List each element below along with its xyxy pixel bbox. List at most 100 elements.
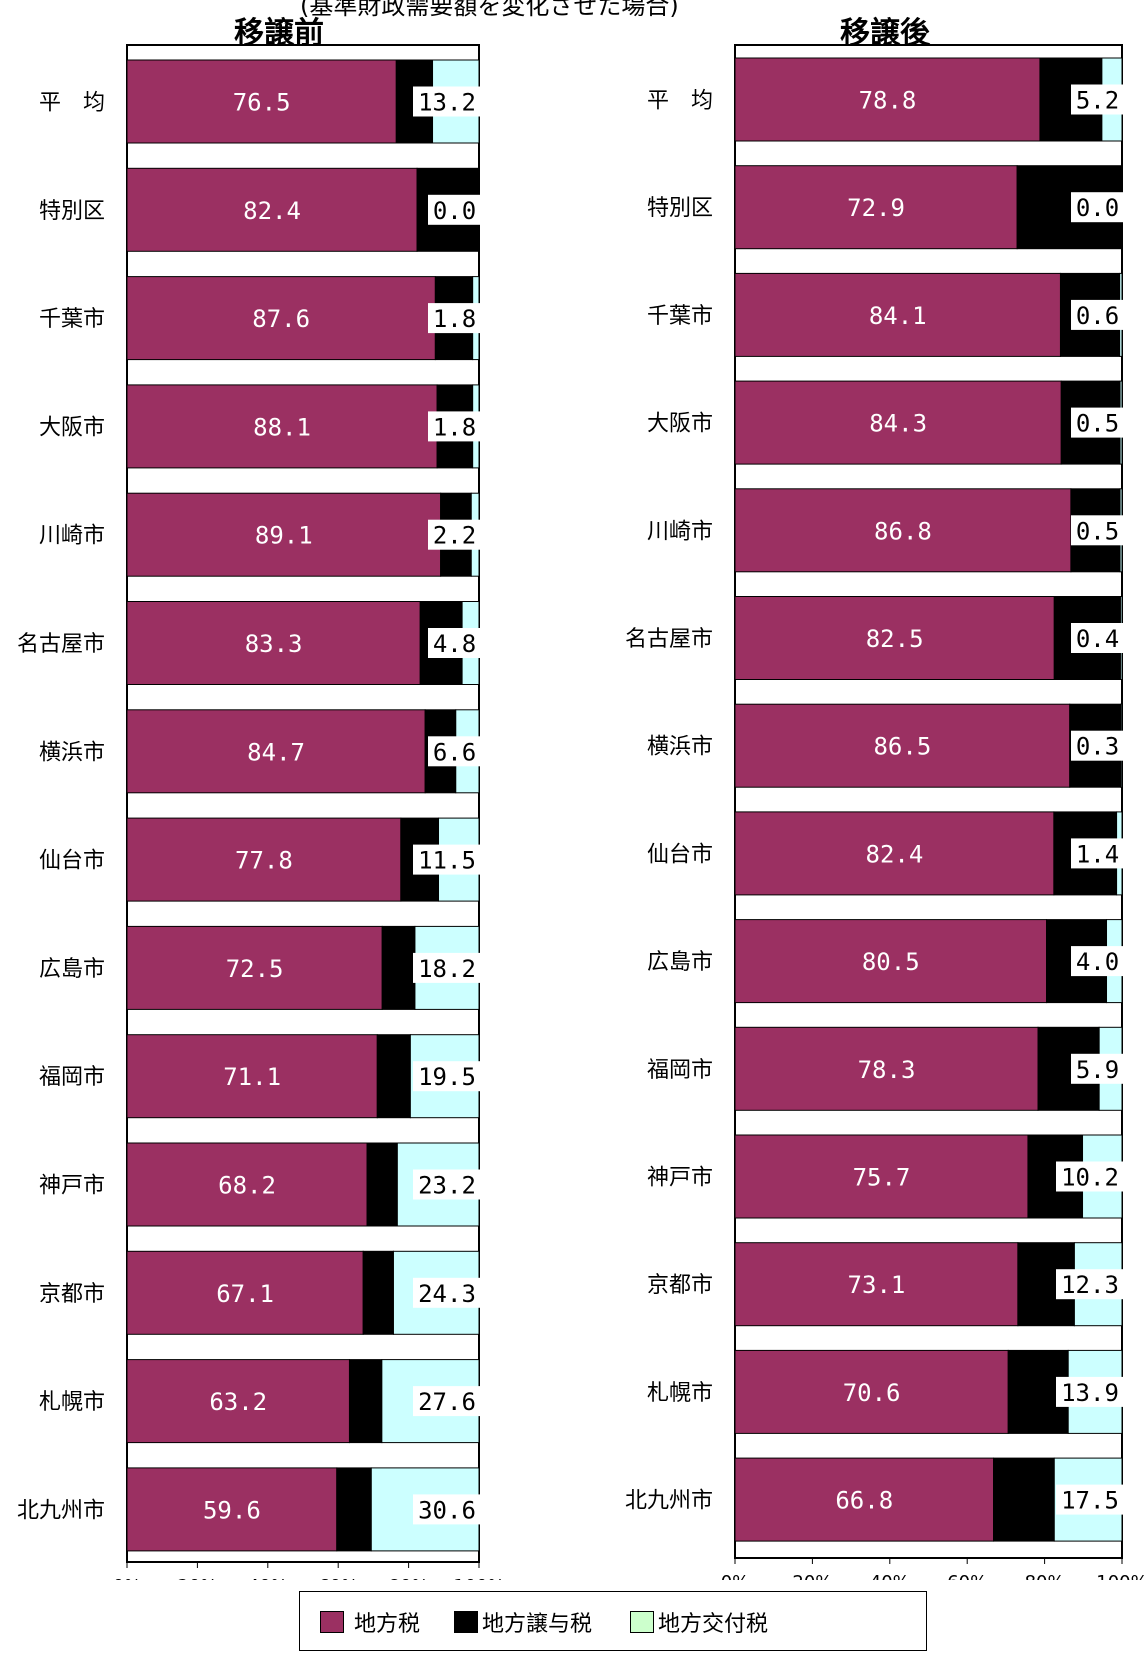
bar-0-12-1 xyxy=(348,1359,383,1444)
x-tick-label-1-2: 40% xyxy=(870,1572,910,1580)
data-label-bg-0-1 xyxy=(428,194,481,225)
data-label-bg-1-1 xyxy=(1071,192,1124,223)
data-label-bg-0-0 xyxy=(413,86,481,117)
data-label-bg-0-10 xyxy=(413,1169,481,1200)
data-label-0-12-2: 27.6 xyxy=(418,1388,476,1416)
category-label-1-6: 横浜市 xyxy=(647,735,713,760)
bar-1-8-0 xyxy=(734,919,1048,1004)
x-tick-label-1-1: 20% xyxy=(792,1572,832,1580)
bar-0-13-0 xyxy=(126,1467,338,1552)
category-label-1-8: 広島市 xyxy=(647,950,713,975)
x-tick-label-1-4: 80% xyxy=(1025,1572,1065,1580)
category-label-1-7: 仙台市 xyxy=(647,842,713,867)
data-label-0-6-0: 84.7 xyxy=(247,738,305,766)
data-label-bg-0-8 xyxy=(413,952,481,983)
legend-item-chiho-zei: 地方税 xyxy=(320,1610,420,1637)
category-label-0-2: 千葉市 xyxy=(39,307,105,332)
data-label-bg-1-10 xyxy=(1056,1161,1124,1192)
category-label-0-8: 広島市 xyxy=(39,957,105,982)
data-label-bg-0-5 xyxy=(428,628,481,658)
x-tick-label-0-3: 60% xyxy=(318,1576,358,1580)
panel-1: 平 均 78.8 5.2 特別区 72.9 0.0 千葉市 84.1 0.6 大阪市 84.3 0.5… xyxy=(625,44,1145,1580)
data-label-bg-1-0 xyxy=(1071,84,1124,115)
data-label-0-11-2: 24.3 xyxy=(418,1280,476,1308)
data-label-1-13-0: 66.8 xyxy=(835,1487,893,1515)
bar-0-9-0 xyxy=(126,1034,378,1119)
bar-1-6-0 xyxy=(734,703,1071,788)
bar-1-0-0 xyxy=(734,57,1041,142)
data-label-1-0-0: 78.8 xyxy=(859,87,917,115)
x-tick-label-1-0: 0% xyxy=(721,1572,750,1580)
category-label-0-1: 特別区 xyxy=(39,199,105,224)
data-label-bg-1-2 xyxy=(1071,299,1124,330)
bar-1-13-0 xyxy=(734,1457,995,1542)
category-label-0-11: 京都市 xyxy=(39,1282,105,1307)
category-label-0-5: 名古屋市 xyxy=(17,632,105,657)
bar-0-6-0 xyxy=(126,709,426,794)
category-label-1-9: 福岡市 xyxy=(647,1058,713,1083)
category-label-1-3: 大阪市 xyxy=(647,412,713,437)
data-label-bg-1-5 xyxy=(1071,623,1124,653)
bar-1-1-0 xyxy=(734,165,1018,250)
data-label-0-13-0: 59.6 xyxy=(203,1496,261,1524)
category-label-1-1: 特別区 xyxy=(647,196,713,221)
data-label-0-9-0: 71.1 xyxy=(223,1063,281,1091)
category-label-0-4: 川崎市 xyxy=(39,524,105,549)
data-label-0-1-2: 0.0 xyxy=(433,197,476,225)
category-label-1-13: 北九州市 xyxy=(625,1489,713,1514)
x-tick-label-0-1: 20% xyxy=(177,1576,217,1580)
bar-1-13-1 xyxy=(993,1457,1055,1542)
bar-1-11-0 xyxy=(734,1242,1019,1327)
panel-0: 平 均 76.5 13.2 特別区 82.4 0.0 千葉市 87.6 1.8 大阪市 88.1 1.… xyxy=(17,44,505,1580)
bar-0-13-1 xyxy=(336,1467,372,1552)
data-label-1-6-0: 86.5 xyxy=(873,733,931,761)
legend-label-kofu-zei: 地方交付税 xyxy=(658,1612,769,1637)
category-label-0-10: 神戸市 xyxy=(39,1174,105,1199)
data-label-bg-0-2 xyxy=(428,303,481,334)
chart-svg: 平 均 76.5 13.2 特別区 82.4 0.0 千葉市 87.6 1.8 大阪市 88.1 1.… xyxy=(17,44,1145,1580)
data-label-1-8-0: 80.5 xyxy=(862,948,920,976)
category-label-0-9: 福岡市 xyxy=(39,1065,105,1090)
bar-1-10-0 xyxy=(734,1134,1029,1219)
data-label-bg-1-9 xyxy=(1071,1053,1124,1084)
data-label-1-13-2: 17.5 xyxy=(1061,1487,1119,1515)
legend-swatch-chiho-zei xyxy=(320,1611,344,1633)
bar-0-12-0 xyxy=(126,1359,350,1444)
legend-item-kofu-zei: 地方交付税 xyxy=(630,1610,768,1637)
data-label-0-12-0: 63.2 xyxy=(209,1388,267,1416)
x-tick-label-0-5: 100% xyxy=(453,1576,504,1580)
data-label-0-11-0: 67.1 xyxy=(216,1280,274,1308)
data-label-0-7-2: 11.5 xyxy=(418,847,476,875)
data-label-0-3-2: 1.8 xyxy=(433,413,476,441)
data-label-1-1-2: 0.0 xyxy=(1076,194,1119,222)
data-label-1-5-0: 82.5 xyxy=(866,625,924,653)
plot-frame-1 xyxy=(734,44,1123,1559)
category-label-1-2: 千葉市 xyxy=(647,304,713,329)
legend-swatch-joyo-zei xyxy=(454,1611,478,1633)
bar-0-8-1 xyxy=(381,925,416,1010)
category-label-1-5: 名古屋市 xyxy=(625,627,713,652)
data-label-1-3-2: 0.5 xyxy=(1076,410,1119,438)
data-label-0-4-0: 89.1 xyxy=(255,522,313,550)
data-label-bg-0-4 xyxy=(428,519,481,550)
data-label-1-2-2: 0.6 xyxy=(1076,302,1119,330)
category-label-1-11: 京都市 xyxy=(647,1273,713,1298)
x-tick-label-1-5: 100% xyxy=(1096,1572,1145,1580)
bar-0-7-0 xyxy=(126,817,402,902)
data-label-bg-1-3 xyxy=(1071,407,1124,438)
data-label-1-12-2: 13.9 xyxy=(1061,1379,1119,1407)
data-label-0-4-2: 2.2 xyxy=(433,522,476,550)
data-label-0-13-2: 30.6 xyxy=(418,1496,476,1524)
data-label-1-3-0: 84.3 xyxy=(869,410,927,438)
x-tick-label-1-3: 60% xyxy=(947,1572,987,1580)
x-tick-label-0-2: 40% xyxy=(248,1576,288,1580)
data-label-bg-1-13 xyxy=(1056,1484,1124,1515)
data-label-bg-1-12 xyxy=(1056,1376,1124,1407)
bar-0-1-0 xyxy=(126,167,418,252)
data-label-0-5-2: 4.8 xyxy=(433,630,476,658)
data-label-bg-1-6 xyxy=(1071,730,1124,761)
data-label-bg-0-7 xyxy=(413,844,481,875)
category-label-0-0: 平 均 xyxy=(39,91,105,116)
bar-0-11-0 xyxy=(126,1250,364,1335)
chart-subtitle: (基準財政需要額を変化させた場合) xyxy=(300,0,679,20)
